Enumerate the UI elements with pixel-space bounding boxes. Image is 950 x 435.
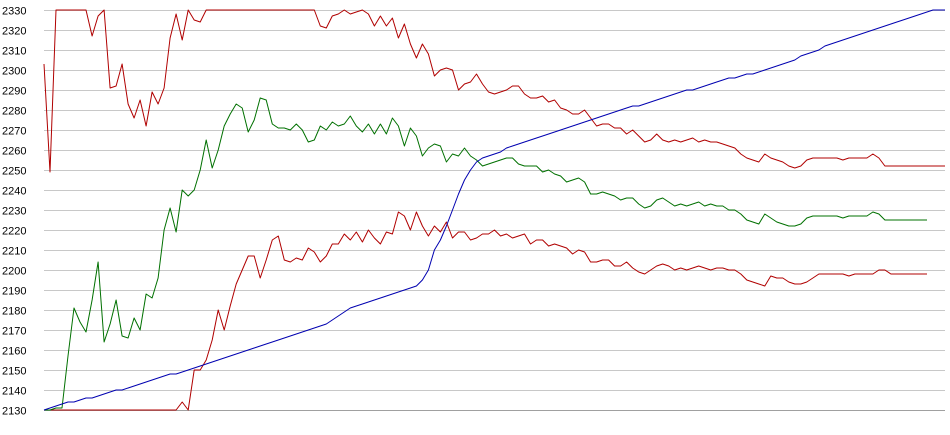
- y-tick-label: 2270: [2, 126, 26, 138]
- y-tick-label: 2310: [2, 46, 26, 58]
- y-tick-label: 2220: [2, 226, 26, 238]
- y-tick-label: 2300: [2, 66, 26, 78]
- y-tick-label: 2160: [2, 346, 26, 358]
- y-tick-label: 2130: [2, 406, 26, 418]
- y-tick-label: 2320: [2, 26, 26, 38]
- y-tick-label: 2250: [2, 166, 26, 178]
- y-tick-label: 2140: [2, 386, 26, 398]
- y-tick-label: 2150: [2, 366, 26, 378]
- y-tick-label: 2290: [2, 86, 26, 98]
- y-tick-label: 2230: [2, 206, 26, 218]
- series-line-3: [44, 97, 927, 411]
- series-line-1: [43, 9, 945, 173]
- series-line-4: [43, 9, 945, 411]
- y-tick-label: 2210: [2, 246, 26, 258]
- y-tick-labels: 2130 2140 2150 2160 2170 2180 2190 2200 2210 2220…: [2, 6, 26, 418]
- y-tick-label: 2180: [2, 306, 26, 318]
- y-tick-label: 2280: [2, 106, 26, 118]
- y-tick-label: 2170: [2, 326, 26, 338]
- y-tick-label: 2240: [2, 186, 26, 198]
- series-lines: [43, 9, 945, 411]
- y-tick-label: 2190: [2, 286, 26, 298]
- y-tick-label: 2330: [2, 6, 26, 18]
- y-tick-label: 2200: [2, 266, 26, 278]
- series-line-2: [44, 211, 927, 411]
- y-tick-label: 2260: [2, 146, 26, 158]
